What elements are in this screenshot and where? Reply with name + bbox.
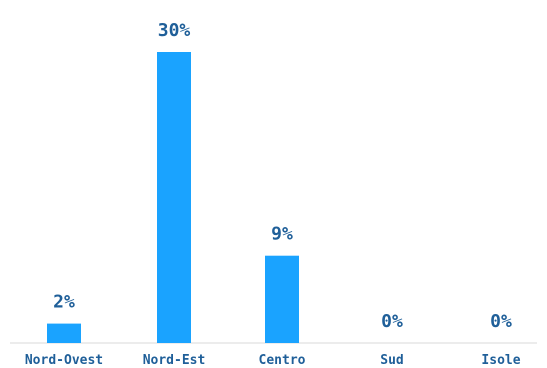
data-label-centro: 9%	[271, 224, 293, 245]
x-tick-label-centro: Centro	[259, 353, 306, 368]
data-label-nord-ovest: 2%	[53, 292, 75, 313]
bar-nord-ovest	[47, 323, 81, 343]
x-tick-label-nord-ovest: Nord-Ovest	[25, 353, 103, 368]
x-tick-label-sud: Sud	[380, 353, 403, 368]
data-label-nord-est: 30%	[158, 20, 191, 41]
bar-nord-est	[157, 52, 191, 343]
data-label-sud: 0%	[381, 311, 403, 332]
x-tick-label-nord-est: Nord-Est	[143, 353, 206, 368]
data-label-isole: 0%	[490, 311, 512, 332]
bar-centro	[265, 255, 299, 343]
x-tick-label-isole: Isole	[481, 353, 520, 368]
